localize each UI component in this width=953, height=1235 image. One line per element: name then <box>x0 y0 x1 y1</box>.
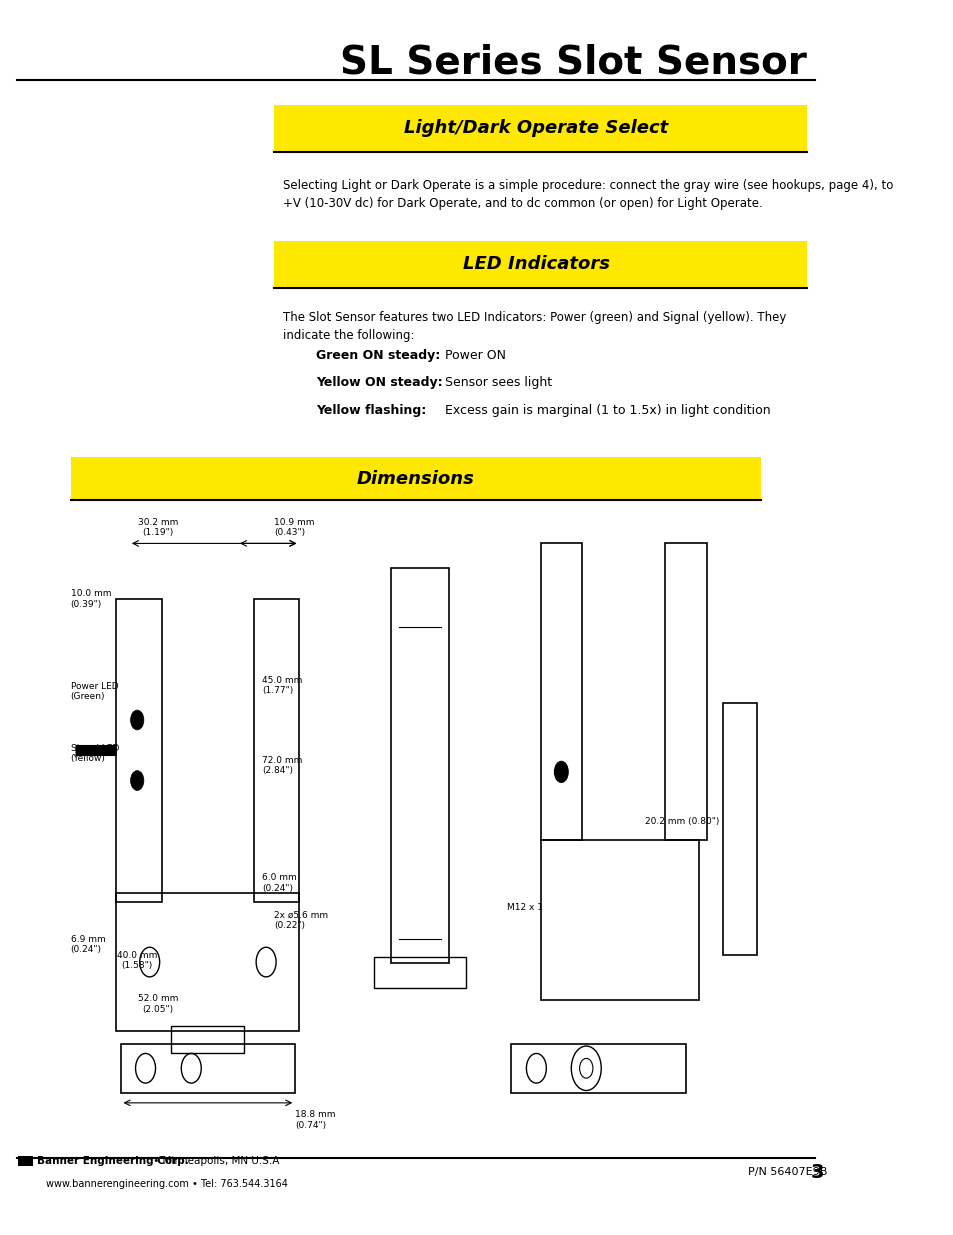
Bar <box>540 543 581 841</box>
Text: 45.0 mm
(1.77"): 45.0 mm (1.77") <box>262 676 302 695</box>
Text: 10.0 mm
(0.39"): 10.0 mm (0.39") <box>71 589 112 609</box>
Text: 72.0 mm
(2.84"): 72.0 mm (2.84") <box>262 756 302 776</box>
Text: 18.8 mm
(0.74"): 18.8 mm (0.74") <box>294 1110 335 1130</box>
Text: Signal LED
(Yellow): Signal LED (Yellow) <box>71 743 119 763</box>
Text: P/N 56407E9B: P/N 56407E9B <box>748 1167 827 1177</box>
Text: 40.0 mm
(1.58"): 40.0 mm (1.58") <box>117 951 157 971</box>
Text: 3: 3 <box>810 1162 823 1182</box>
Text: Excess gain is marginal (1 to 1.5x) in light condition: Excess gain is marginal (1 to 1.5x) in l… <box>444 404 770 416</box>
Bar <box>722 704 756 955</box>
Text: The Slot Sensor features two LED Indicators: Power (green) and Signal (yellow). : The Slot Sensor features two LED Indicat… <box>282 311 785 342</box>
Text: 2x ø5.6 mm
(0.22"): 2x ø5.6 mm (0.22") <box>274 910 328 930</box>
Text: Dimensions: Dimensions <box>356 469 475 488</box>
Bar <box>116 599 162 902</box>
Bar <box>664 543 706 841</box>
Text: 10.9 mm
(0.43"): 10.9 mm (0.43") <box>274 517 314 537</box>
Text: Power LED
(Green): Power LED (Green) <box>71 682 118 701</box>
Text: 20.2 mm (0.80"): 20.2 mm (0.80") <box>644 816 719 826</box>
Bar <box>374 957 465 988</box>
Bar <box>18 1156 33 1166</box>
Bar <box>253 599 299 902</box>
Bar <box>540 841 698 1000</box>
Text: M12 x 1: M12 x 1 <box>507 903 542 913</box>
Text: 52.0 mm
(2.05"): 52.0 mm (2.05") <box>137 994 178 1014</box>
FancyBboxPatch shape <box>71 457 760 500</box>
Text: LED Indicators: LED Indicators <box>462 256 609 273</box>
Bar <box>172 1026 244 1053</box>
Text: Green ON steady:: Green ON steady: <box>315 350 439 362</box>
Text: Yellow flashing:: Yellow flashing: <box>315 404 426 416</box>
Text: Sensor sees light: Sensor sees light <box>444 377 552 389</box>
Text: 6.9 mm
(0.24"): 6.9 mm (0.24") <box>71 935 106 955</box>
Bar <box>511 1044 685 1093</box>
Text: • Minneapolis, MN U.S.A: • Minneapolis, MN U.S.A <box>150 1156 279 1166</box>
Bar <box>116 893 299 1031</box>
Text: Selecting Light or Dark Operate is a simple procedure: connect the gray wire (se: Selecting Light or Dark Operate is a sim… <box>282 179 892 210</box>
Text: Power ON: Power ON <box>444 350 505 362</box>
Text: 30.2 mm
(1.19"): 30.2 mm (1.19") <box>137 517 178 537</box>
Text: Light/Dark Operate Select: Light/Dark Operate Select <box>404 120 668 137</box>
Text: Banner Engineering Corp.: Banner Engineering Corp. <box>37 1156 189 1166</box>
Circle shape <box>554 761 568 783</box>
Circle shape <box>131 771 144 790</box>
FancyBboxPatch shape <box>274 241 806 288</box>
Bar <box>120 1044 294 1093</box>
Bar <box>391 568 449 963</box>
Circle shape <box>131 710 144 730</box>
Text: www.bannerengineering.com • Tel: 763.544.3164: www.bannerengineering.com • Tel: 763.544… <box>46 1179 287 1189</box>
FancyBboxPatch shape <box>274 105 806 152</box>
Text: SL Series Slot Sensor: SL Series Slot Sensor <box>339 43 806 82</box>
Text: 6.0 mm
(0.24"): 6.0 mm (0.24") <box>262 873 296 893</box>
Text: Yellow ON steady:: Yellow ON steady: <box>315 377 442 389</box>
